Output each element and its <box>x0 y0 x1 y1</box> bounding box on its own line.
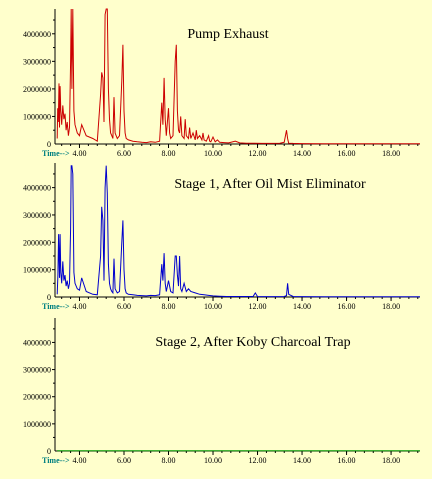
x-tick-label: 8.00 <box>162 456 176 465</box>
series-line-1 <box>56 165 420 298</box>
x-tick-label: 18.00 <box>382 149 400 158</box>
panel-title: Pump Exhaust <box>187 27 268 42</box>
y-zero-label: 0 <box>47 447 51 456</box>
x-tick-label: 4.00 <box>72 456 86 465</box>
y-tick-label: 3000000 <box>23 57 51 66</box>
x-tick-label: 8.00 <box>162 302 176 311</box>
x-axis-label: Time--> <box>42 149 70 158</box>
y-tick-label: 4000000 <box>23 338 51 347</box>
y-tick-label: 2000000 <box>23 85 51 94</box>
y-tick-label: 1000000 <box>23 266 51 275</box>
x-tick-label: 6.00 <box>117 149 131 158</box>
x-tick-label: 14.00 <box>293 302 311 311</box>
x-tick-label: 10.00 <box>204 149 222 158</box>
x-axis-label: Time--> <box>42 302 70 311</box>
x-tick-label: 4.00 <box>72 302 86 311</box>
x-tick-label: 14.00 <box>293 456 311 465</box>
chart-panel-3: 1000000 2000000 3000000 4000000 0 4.00 6.00 8.0… <box>23 318 420 465</box>
x-tick-label: 10.00 <box>204 302 222 311</box>
panel-title: Stage 1, After Oil Mist Eliminator <box>174 177 366 192</box>
y-tick-label: 4000000 <box>23 30 51 39</box>
chart-panel-2: 1000000 2000000 3000000 4000000 0 4.00 6.00 8.0… <box>23 163 420 311</box>
x-tick-label: 12.00 <box>249 302 267 311</box>
y-tick-label: 2000000 <box>23 393 51 402</box>
x-tick-label: 16.00 <box>338 149 356 158</box>
y-zero-label: 0 <box>47 293 51 302</box>
y-tick-label: 1000000 <box>23 112 51 121</box>
y-zero-label: 0 <box>47 140 51 149</box>
panel-title: Stage 2, After Koby Charcoal Trap <box>155 335 350 350</box>
x-tick-label: 16.00 <box>338 456 356 465</box>
x-tick-label: 8.00 <box>162 149 176 158</box>
x-tick-label: 6.00 <box>117 302 131 311</box>
x-tick-label: 16.00 <box>338 302 356 311</box>
x-tick-label: 18.00 <box>382 302 400 311</box>
y-tick-label: 1000000 <box>23 420 51 429</box>
series-line-1 <box>56 8 420 145</box>
x-tick-label: 6.00 <box>117 456 131 465</box>
y-tick-label: 3000000 <box>23 366 51 375</box>
y-tick-label: 3000000 <box>23 211 51 220</box>
y-tick-label: 2000000 <box>23 238 51 247</box>
x-tick-label: 18.00 <box>382 456 400 465</box>
x-tick-label: 12.00 <box>249 149 267 158</box>
x-tick-label: 12.00 <box>249 456 267 465</box>
x-tick-label: 14.00 <box>293 149 311 158</box>
x-tick-label: 10.00 <box>204 456 222 465</box>
chart-panel-1: 1000000 2000000 3000000 4000000 0 4.00 6.00 8.0… <box>23 8 420 158</box>
y-tick-label: 4000000 <box>23 184 51 193</box>
x-tick-label: 4.00 <box>72 149 86 158</box>
x-axis-label: Time--> <box>42 456 70 465</box>
